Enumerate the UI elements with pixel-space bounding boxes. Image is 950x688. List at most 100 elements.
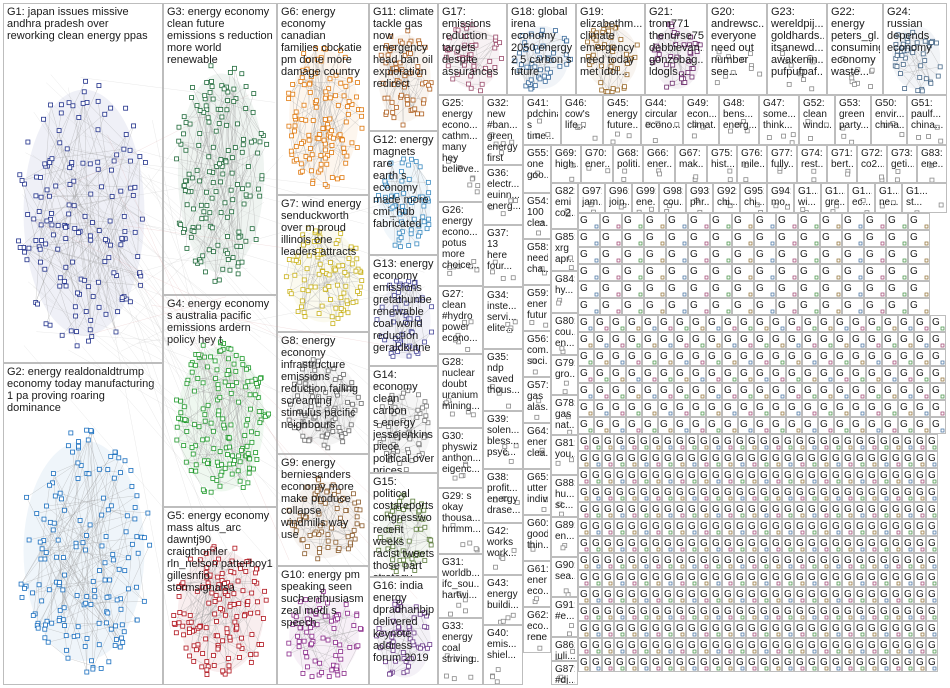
group-tile[interactable]: G — [866, 332, 882, 349]
group-tile[interactable]: G — [600, 298, 622, 315]
group-tile[interactable]: G — [578, 213, 600, 230]
group-tile[interactable]: G — [866, 400, 882, 417]
group-tile[interactable]: G — [798, 298, 820, 315]
group-g18[interactable]: G18: global irena economy 2050 energy 2 … — [507, 3, 576, 95]
group-g73[interactable]: G73: geti... — [887, 145, 917, 183]
group-tile[interactable]: G — [864, 230, 886, 247]
group-g71[interactable]: G71: bert... — [827, 145, 857, 183]
group-tile[interactable]: G — [908, 230, 930, 247]
group-tile[interactable]: G — [834, 332, 850, 349]
group-g1w[interactable]: G1... ne... — [875, 183, 902, 213]
group-g31[interactable]: G31: worldb... ifc_sou... hartwi... — [438, 554, 483, 618]
group-g64[interactable]: G64: ener clea... — [523, 423, 551, 469]
group-g58[interactable]: G58: need cha... — [523, 239, 551, 285]
group-g98[interactable]: G98: cou... — [659, 183, 686, 213]
group-tile[interactable]: G — [834, 315, 850, 332]
group-tile[interactable]: G — [722, 434, 734, 451]
group-g61[interactable]: G61: ener eco... — [523, 561, 551, 607]
group-tile[interactable]: G — [600, 213, 622, 230]
group-tile[interactable]: G — [818, 383, 834, 400]
group-tile[interactable]: G — [754, 315, 770, 332]
group-tile[interactable]: G — [866, 366, 882, 383]
group-tile[interactable]: G — [818, 400, 834, 417]
group-tile[interactable]: G — [830, 434, 842, 451]
group-tile[interactable]: G — [864, 247, 886, 264]
group-tile[interactable]: G — [818, 417, 834, 434]
group-tile[interactable]: G — [738, 349, 754, 366]
group-tile[interactable]: G — [820, 213, 842, 230]
group-tile[interactable]: G — [842, 434, 854, 451]
group-tile[interactable]: G — [622, 281, 644, 298]
group-tile[interactable]: G — [738, 383, 754, 400]
group-tile[interactable]: G — [674, 349, 690, 366]
group-tile[interactable]: G — [898, 366, 914, 383]
group-tile[interactable]: G — [594, 349, 610, 366]
group-tile[interactable]: G — [674, 366, 690, 383]
group-tile[interactable]: G — [590, 434, 602, 451]
group-tile[interactable]: G — [738, 315, 754, 332]
group-tile[interactable]: G — [738, 332, 754, 349]
group-g36[interactable]: G36: electr... euinn... energ... — [483, 165, 523, 225]
group-tile[interactable]: G — [908, 264, 930, 281]
group-tile[interactable]: G — [594, 400, 610, 417]
group-tile[interactable]: G — [746, 434, 758, 451]
group-g91[interactable]: G91: #e... — [551, 597, 578, 637]
group-g13[interactable]: G13: energy economy emissions gretathunb… — [369, 255, 438, 366]
group-tile[interactable]: G — [578, 434, 590, 451]
group-g19[interactable]: G19: elizabethm... climate emergency nee… — [576, 3, 645, 95]
group-g80[interactable]: G80: cou... en... — [551, 313, 578, 355]
group-g67[interactable]: G67: mak... — [675, 145, 707, 183]
group-tile[interactable]: G — [690, 366, 706, 383]
group-tile[interactable]: G — [886, 247, 908, 264]
group-g9[interactable]: G9: energy berniesanders economy more ma… — [277, 454, 369, 566]
group-tile[interactable]: G — [644, 264, 666, 281]
group-tile[interactable]: G — [594, 417, 610, 434]
group-g75[interactable]: G75: hist... — [707, 145, 737, 183]
group-g33[interactable]: G33: energy coal striving... — [438, 618, 483, 685]
group-g97[interactable]: G97: jam... — [578, 183, 605, 213]
group-tile[interactable]: G — [594, 383, 610, 400]
group-tile[interactable]: G — [776, 213, 798, 230]
group-g2[interactable]: G2: energy realdonaldtrump economy today… — [3, 363, 163, 685]
group-tile[interactable]: G — [882, 366, 898, 383]
group-tile[interactable]: G — [802, 383, 818, 400]
group-tile[interactable]: G — [622, 213, 644, 230]
group-g14[interactable]: G14: economy clean carbon s energy jesse… — [369, 366, 438, 473]
group-g84[interactable]: G84: hy... — [551, 271, 578, 313]
group-tile[interactable]: G — [644, 298, 666, 315]
group-g1[interactable]: G1: japan issues missive andhra pradesh … — [3, 3, 163, 363]
group-tile[interactable]: G — [706, 383, 722, 400]
group-tile[interactable]: G — [722, 400, 738, 417]
group-tile[interactable]: G — [842, 298, 864, 315]
group-g27[interactable]: G27: clean #hydro power econo... — [438, 286, 483, 354]
group-tile[interactable]: G — [732, 298, 754, 315]
group-tile[interactable]: G — [798, 264, 820, 281]
group-tile[interactable]: G — [600, 247, 622, 264]
group-tile[interactable]: G — [610, 332, 626, 349]
group-tile[interactable]: G — [818, 349, 834, 366]
group-tile[interactable]: G — [658, 315, 674, 332]
group-tile[interactable]: G — [898, 332, 914, 349]
group-tile[interactable]: G — [594, 315, 610, 332]
group-g10[interactable]: G10: energy pm speaking seen such enthus… — [277, 566, 369, 685]
group-g46[interactable]: G46: cow's life... — [561, 95, 603, 145]
group-tile[interactable]: G — [882, 315, 898, 332]
group-tile[interactable]: G — [666, 230, 688, 247]
group-tile[interactable]: G — [820, 230, 842, 247]
group-tile[interactable]: G — [674, 332, 690, 349]
group-g40[interactable]: G40: emis... shiel... — [483, 625, 523, 685]
group-g23[interactable]: G23: wereldpij... goldhards... itsanewd.… — [767, 3, 827, 95]
group-g44[interactable]: G44: circular econo... — [641, 95, 683, 145]
group-tile[interactable]: G — [578, 383, 594, 400]
group-tile[interactable]: G — [710, 281, 732, 298]
group-tile[interactable]: G — [658, 366, 674, 383]
group-tile[interactable]: G — [706, 366, 722, 383]
group-g74[interactable]: G74: rest... — [797, 145, 827, 183]
group-tile[interactable]: G — [722, 315, 738, 332]
group-g50[interactable]: G50: envir... china... — [871, 95, 907, 145]
group-tile[interactable]: G — [802, 349, 818, 366]
group-tile[interactable]: G — [690, 332, 706, 349]
group-tile[interactable]: G — [882, 383, 898, 400]
group-g60[interactable]: G60: good thin... — [523, 515, 551, 561]
group-tile[interactable]: G — [578, 247, 600, 264]
